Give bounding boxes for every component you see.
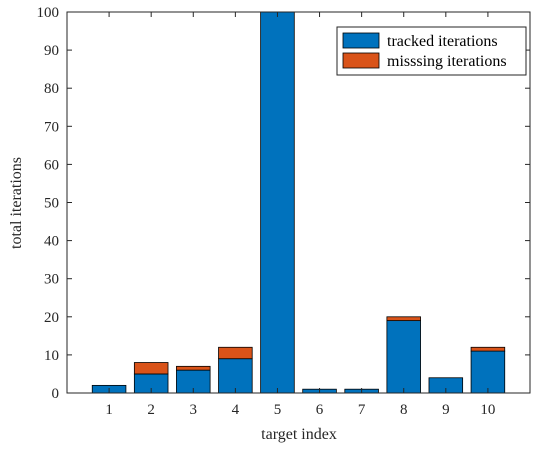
bar-tracked-5 <box>260 11 295 394</box>
bar-missing-4 <box>218 346 253 360</box>
y-tick-label: 60 <box>44 157 59 173</box>
y-tick-label: 50 <box>44 196 59 212</box>
bar-missing-2 <box>133 362 169 375</box>
x-tick-label: 5 <box>274 402 282 418</box>
x-tick-label: 7 <box>358 402 366 418</box>
y-tick-label: 0 <box>52 386 60 402</box>
y-tick-label: 90 <box>44 43 59 59</box>
y-tick-label: 30 <box>44 272 59 288</box>
x-tick-label: 3 <box>190 402 198 418</box>
x-tick-label: 9 <box>442 402 450 418</box>
legend: tracked iterations misssing iterations <box>336 26 527 76</box>
x-tick-label: 8 <box>400 402 408 418</box>
legend-label-missing: misssing iterations <box>387 53 507 70</box>
x-tick-label: 6 <box>316 402 324 418</box>
legend-label-tracked: tracked iterations <box>387 33 498 50</box>
y-tick-label: 100 <box>37 5 60 21</box>
y-tick-label: 40 <box>44 234 59 250</box>
legend-swatch-missing <box>342 52 380 69</box>
legend-swatch-tracked <box>342 32 380 49</box>
bar-missing-10 <box>470 346 506 352</box>
y-tick-label: 10 <box>44 348 59 364</box>
x-tick-label: 4 <box>232 402 240 418</box>
y-tick-label: 70 <box>44 119 59 135</box>
bar-missing-3 <box>176 365 211 371</box>
x-tick-label: 1 <box>105 402 113 418</box>
bar-tracked-8 <box>386 320 421 394</box>
y-axis-label: total iterations <box>8 157 25 249</box>
bar-missing-8 <box>386 316 421 322</box>
y-tick-label: 80 <box>44 81 59 97</box>
bar-tracked-4 <box>218 358 253 394</box>
x-axis-label: target index <box>261 426 337 443</box>
y-tick-label: 20 <box>44 310 59 326</box>
x-tick-label: 10 <box>480 402 495 418</box>
x-tick-label: 2 <box>147 402 155 418</box>
bar-tracked-10 <box>470 350 506 394</box>
